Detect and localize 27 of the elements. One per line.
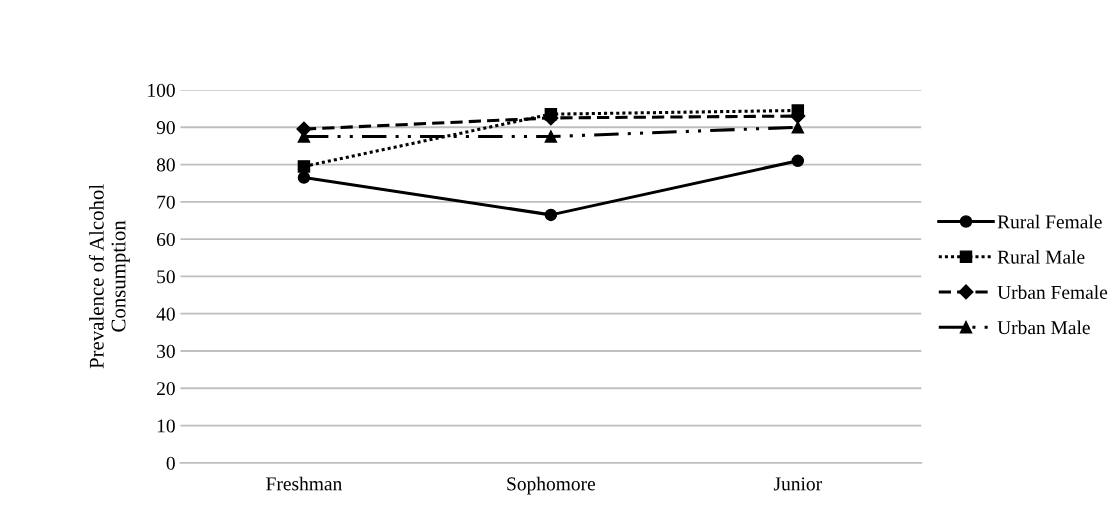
y-tick-label: 40 [156,307,175,321]
x-tick-label: Sophomore [507,476,596,495]
y-tick-label: 100 [148,83,175,97]
y-axis-title: Prevalence of Alcohol Consumption [88,184,130,369]
x-tick-label: Freshman [266,476,342,491]
point [296,121,312,137]
point [791,104,805,117]
point [297,171,311,184]
y-tick-label: 70 [157,195,175,209]
point [544,107,558,121]
point [297,160,311,173]
point [544,208,558,222]
y-tick-label: 80 [156,158,175,172]
y-tick-label: 30 [157,344,175,358]
y-tick-label: 60 [157,232,175,247]
y-tick-label: 20 [157,382,175,396]
point [791,154,805,168]
legend-label: Urban Male [997,320,1090,335]
y-tick-label: 10 [157,419,175,433]
y-tick-label: 0 [166,456,175,470]
legend-label: Urban Female [997,285,1108,299]
y-tick-label: 50 [157,270,175,284]
legend-label: Rural Female [997,214,1102,229]
x-tick-label: Junior [773,477,822,491]
point [544,130,558,143]
y-tick-label: 90 [156,121,175,135]
legend-label: Rural Male [997,250,1085,264]
